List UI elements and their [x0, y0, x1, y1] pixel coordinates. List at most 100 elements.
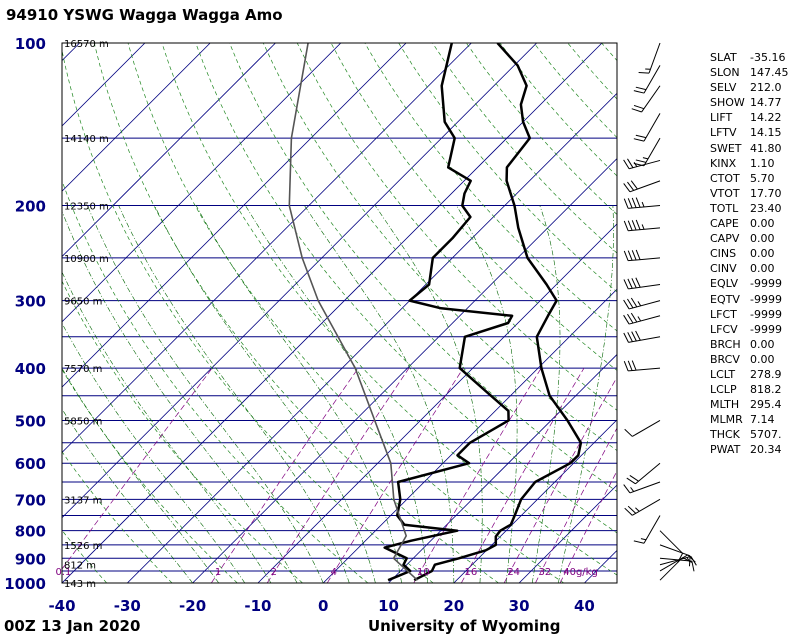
index-row: CAPE 0.00	[710, 216, 798, 231]
barb-feather	[635, 134, 647, 139]
barb-staff	[643, 137, 661, 167]
index-name: SELV	[710, 81, 737, 95]
mixing-ratio-line	[559, 470, 617, 583]
barb-feather	[635, 277, 641, 288]
barb-half-feather	[642, 157, 649, 160]
mixing-ratio-line	[535, 427, 617, 583]
barb-feather	[627, 198, 633, 209]
temperature-tick-label: -40	[48, 597, 75, 615]
sounding-profiles	[288, 43, 583, 582]
index-value: 212.0	[750, 81, 782, 95]
moist-adiabat	[456, 205, 518, 583]
index-value: 14.22	[750, 111, 782, 125]
index-name: TOTL	[710, 201, 739, 215]
barb-half-feather	[630, 487, 635, 492]
index-row: PWAT 20.34	[710, 442, 798, 457]
barb-feather	[627, 158, 634, 168]
pressure-tick-label: 900	[15, 550, 46, 568]
barb-staff	[632, 420, 661, 437]
pressure-tick-label: 300	[15, 293, 46, 311]
mixing-ratio-label: 24	[507, 567, 520, 578]
wind-barb	[626, 462, 661, 485]
index-name: SLON	[710, 66, 740, 80]
wind-barb	[623, 219, 661, 232]
index-name: CINS	[710, 247, 737, 261]
index-name: SHOW	[710, 96, 745, 110]
index-row: LCLT 278.9	[710, 367, 798, 382]
index-value: -9999	[750, 322, 782, 336]
barb-feather	[635, 197, 641, 208]
barb-feather	[688, 555, 691, 567]
wind-barb	[659, 557, 695, 572]
wind-barb	[633, 515, 661, 544]
barb-staff	[632, 498, 661, 516]
barb-feather	[631, 197, 637, 208]
barb-feather	[635, 86, 647, 91]
height-label: 3137 m	[64, 495, 102, 506]
index-row: SWET 41.80	[710, 141, 798, 156]
barb-feather	[627, 278, 633, 289]
height-label: 7570 m	[64, 364, 102, 375]
barb-feather	[630, 297, 638, 308]
barb-feather	[627, 181, 635, 191]
mixing-ratio-label: 4	[331, 567, 337, 578]
index-row: SLAT -35.16	[710, 50, 798, 65]
index-value: 0.00	[750, 232, 775, 246]
barb-feather	[690, 556, 697, 566]
index-value: 17.70	[750, 186, 782, 200]
barb-feather	[631, 108, 642, 113]
index-value: 278.9	[750, 367, 782, 381]
moist-adiabat	[304, 205, 455, 583]
mixing-ratio-line	[266, 367, 410, 583]
height-label: 812 m	[64, 561, 96, 572]
barb-feather	[623, 299, 630, 310]
index-value: -9999	[750, 307, 782, 321]
wind-barb	[631, 85, 661, 113]
index-name: LFCV	[710, 322, 738, 336]
barb-staff	[659, 544, 691, 557]
moist-adiabat	[62, 210, 298, 583]
dry-adiabat	[62, 451, 173, 583]
height-label: 9650 m	[64, 297, 102, 308]
wind-barb	[659, 530, 684, 563]
barb-feather	[631, 331, 637, 342]
mixing-ratio-line	[62, 367, 213, 570]
wind-barb	[623, 249, 661, 262]
moist-adiabat	[374, 205, 483, 583]
index-row: LCLP 818.2	[710, 382, 798, 397]
wind-barb	[623, 277, 661, 290]
barb-feather	[623, 159, 630, 169]
barb-feather	[627, 250, 633, 261]
index-row: CTOT 5.70	[710, 171, 798, 186]
index-row: EQLV -9999	[710, 276, 798, 291]
index-value: 5707.	[750, 428, 782, 442]
temperature-line	[413, 43, 583, 582]
height-label: 12350 m	[64, 202, 109, 213]
temperature-tick-label: 20	[443, 597, 464, 615]
barb-staff	[659, 557, 692, 562]
index-value: 20.34	[750, 443, 782, 457]
dry-adiabat	[62, 280, 303, 583]
parcel-line	[288, 43, 419, 581]
height-label: 5850 m	[64, 416, 102, 427]
barb-feather	[635, 249, 641, 260]
barb-staff	[659, 530, 683, 554]
barb-staff	[643, 515, 661, 544]
isotherm-line	[453, 419, 617, 583]
barb-half-feather	[637, 301, 642, 307]
moist-adiabat	[154, 205, 376, 583]
mixing-ratio-line	[211, 367, 359, 583]
moist-adiabat	[62, 408, 193, 583]
isotherm-line	[62, 43, 211, 192]
mixing-ratio-line	[460, 367, 585, 583]
wind-barb	[623, 180, 661, 193]
barb-feather	[623, 183, 631, 193]
pressure-tick-label: 600	[15, 455, 46, 473]
isotherm-line	[388, 353, 617, 583]
index-name: CINV	[710, 262, 737, 276]
barb-feather	[623, 220, 629, 231]
wind-barb	[623, 481, 661, 494]
isotherm-line	[62, 43, 472, 453]
wind-barb	[624, 498, 661, 516]
